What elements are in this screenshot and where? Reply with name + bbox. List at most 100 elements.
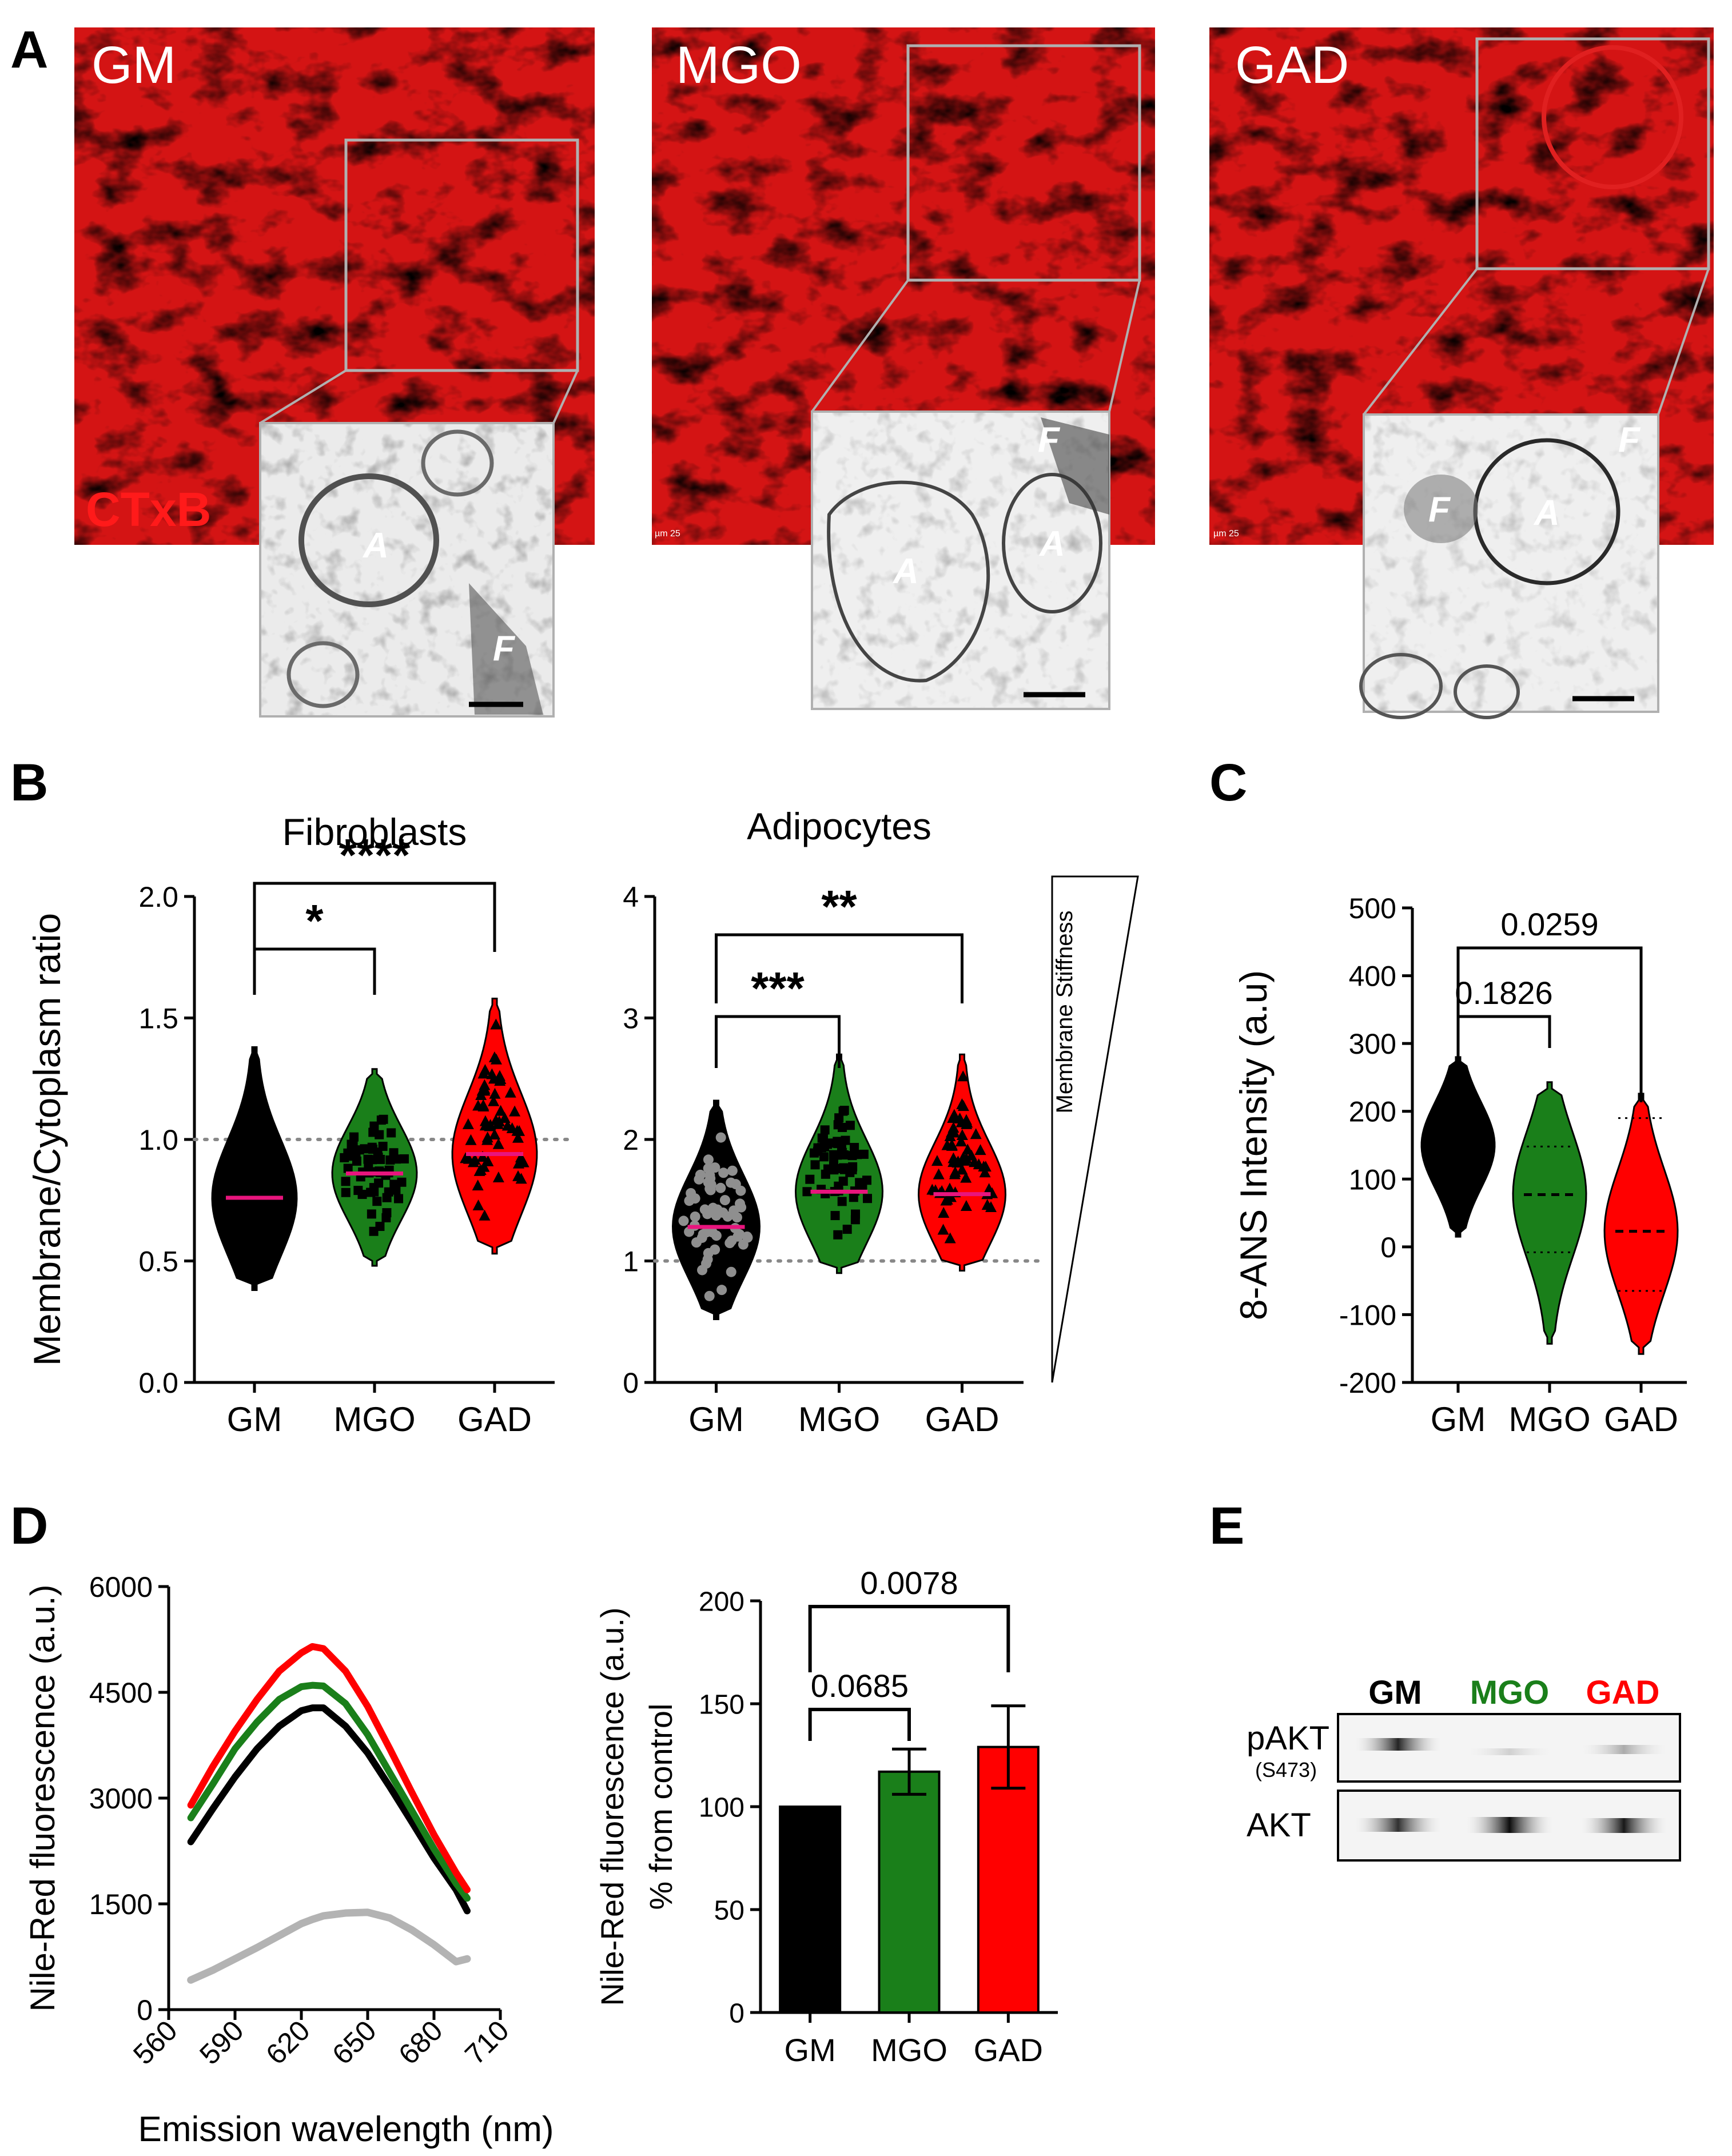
- data-point: [493, 1115, 505, 1127]
- significance-bracket: [715, 933, 963, 1003]
- y-axis-label: Nile-Red fluorescence (a.u.): [23, 1585, 62, 2012]
- data-point: [730, 1179, 741, 1190]
- data-point: [488, 1129, 500, 1140]
- data-point: [381, 1213, 391, 1222]
- y-tick-label: 1.5: [138, 1003, 178, 1035]
- data-point: [392, 1154, 401, 1164]
- micrograph-gm: GM CTxB A F: [74, 27, 595, 718]
- data-point: [472, 1179, 484, 1191]
- data-point: [492, 1171, 504, 1183]
- data-point: [488, 1095, 500, 1106]
- data-point: [694, 1174, 704, 1185]
- data-point: [978, 1160, 990, 1171]
- data-point: [265, 1134, 276, 1145]
- data-point: [863, 1194, 873, 1203]
- inset-label: F: [1428, 490, 1451, 529]
- y-axis-label-2: % from control: [643, 1704, 679, 1910]
- series-line-control: [187, 1908, 471, 1984]
- data-point: [931, 1155, 943, 1166]
- data-point: [250, 1163, 261, 1174]
- stiffness-wedge: [1051, 875, 1139, 1383]
- data-point: [837, 1197, 847, 1206]
- data-point: [947, 1111, 959, 1123]
- data-point: [256, 1252, 266, 1263]
- x-tick-label: 680: [392, 2014, 449, 2071]
- data-point: [248, 1116, 259, 1127]
- data-point: [703, 1154, 714, 1165]
- micrograph-gad: GAD µm 25 F A F: [1209, 27, 1714, 719]
- data-point: [944, 1232, 956, 1244]
- data-point: [979, 1166, 991, 1178]
- y-tick-label: 1500: [89, 1888, 153, 1920]
- data-point: [266, 1232, 277, 1243]
- data-point: [710, 1244, 720, 1255]
- western-blot: GM MGO GAD pAKT (S473) AKT: [1247, 1674, 1681, 1862]
- significance-label: 0.1826: [1455, 975, 1552, 1011]
- significance-bracket: [253, 882, 496, 952]
- data-point: [962, 1143, 974, 1155]
- data-point: [280, 1193, 290, 1203]
- data-point: [341, 1177, 351, 1186]
- lane-label-gm: GM: [1368, 1674, 1422, 1711]
- x-tick-label: 590: [193, 2014, 250, 2071]
- inset-label: A: [1533, 493, 1560, 533]
- data-point: [938, 1206, 950, 1218]
- y-tick-label: -100: [1339, 1299, 1396, 1331]
- data-point: [707, 1227, 718, 1238]
- data-point: [511, 1125, 523, 1136]
- data-point: [248, 1207, 258, 1218]
- series-line-mgo: [187, 1681, 471, 1902]
- y-tick-label: 100: [699, 1792, 744, 1823]
- data-point: [970, 1128, 982, 1139]
- data-point: [718, 1167, 729, 1178]
- micrograph-title: GAD: [1235, 36, 1349, 94]
- data-point: [504, 1086, 516, 1098]
- row-label-akt: AKT: [1247, 1807, 1311, 1844]
- significance-label: ***: [751, 963, 805, 1014]
- y-tick-label: 200: [1349, 1096, 1396, 1128]
- data-point: [726, 1235, 737, 1246]
- y-tick-label: 0.0: [138, 1367, 178, 1399]
- significance-bracket: [808, 1605, 1010, 1672]
- data-point: [946, 1139, 958, 1151]
- x-tick-label: MGO: [871, 2032, 947, 2068]
- panel-label-b: B: [10, 754, 48, 812]
- data-point: [833, 1230, 843, 1240]
- data-point: [477, 1150, 489, 1162]
- data-point: [512, 1170, 524, 1181]
- data-point: [742, 1232, 752, 1242]
- data-point: [462, 1118, 474, 1129]
- data-point: [697, 1265, 708, 1276]
- inset-gm: A F: [259, 422, 555, 718]
- scale-text: µm 25: [1213, 529, 1239, 539]
- inset-label: F: [1038, 420, 1061, 460]
- series-line-gm: [187, 1704, 471, 1915]
- row-sublabel-pakt: (S473): [1255, 1758, 1317, 1782]
- data-point: [726, 1266, 736, 1277]
- side-label: Membrane Stiffness: [1052, 911, 1077, 1114]
- data-point: [727, 1165, 738, 1176]
- data-point: [678, 1216, 689, 1226]
- significance-bracket: [715, 1015, 841, 1068]
- data-point: [375, 1222, 385, 1232]
- data-point: [839, 1106, 849, 1115]
- data-point: [229, 1199, 240, 1210]
- data-point: [837, 1142, 846, 1151]
- data-point: [399, 1154, 409, 1163]
- data-point: [735, 1198, 746, 1209]
- data-point: [947, 1126, 959, 1138]
- data-point: [517, 1156, 529, 1167]
- data-point: [233, 1230, 244, 1241]
- band: [1578, 1745, 1670, 1754]
- y-tick-label: 0: [623, 1367, 639, 1399]
- inset-label: A: [1038, 524, 1065, 564]
- x-tick-label: MGO: [798, 1400, 880, 1438]
- data-point: [265, 1197, 276, 1208]
- inset-gad: F A F: [1359, 413, 1659, 719]
- data-point: [850, 1143, 859, 1153]
- y-tick-label: 200: [699, 1587, 744, 1617]
- significance-label: 0.0259: [1500, 906, 1598, 942]
- data-point: [845, 1121, 855, 1130]
- y-tick-label: 100: [1349, 1163, 1396, 1195]
- data-point: [956, 1163, 968, 1175]
